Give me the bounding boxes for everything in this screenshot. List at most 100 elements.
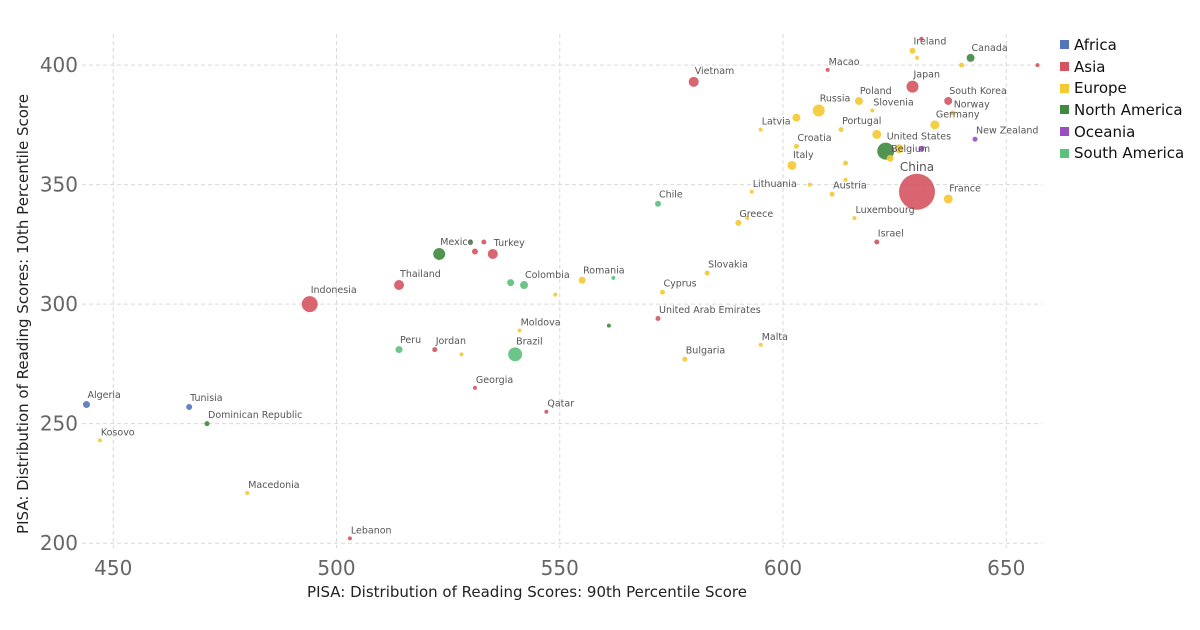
point-label: Luxembourg [855, 205, 914, 216]
point-label: Italy [793, 150, 814, 161]
data-point[interactable] [487, 248, 498, 259]
data-point[interactable] [944, 96, 953, 105]
data-point[interactable] [972, 136, 978, 142]
data-point[interactable] [943, 194, 953, 204]
legend-item[interactable]: Europe [1060, 77, 1200, 99]
data-point[interactable] [843, 177, 848, 182]
data-point[interactable] [394, 280, 405, 291]
data-point[interactable] [749, 189, 754, 194]
data-point[interactable] [843, 160, 849, 166]
data-point[interactable] [874, 239, 880, 245]
data-point[interactable] [852, 216, 857, 221]
data-point[interactable] [432, 347, 438, 353]
data-point[interactable] [688, 76, 699, 87]
point-label: Malta [762, 332, 788, 343]
data-point[interactable] [792, 113, 801, 122]
data-point[interactable] [745, 216, 750, 221]
data-point[interactable] [611, 275, 616, 280]
data-point[interactable] [204, 421, 210, 427]
data-point[interactable] [245, 491, 250, 496]
data-point[interactable] [793, 143, 799, 149]
data-point[interactable] [918, 145, 925, 152]
data-point[interactable] [787, 160, 797, 170]
data-point[interactable] [704, 270, 710, 276]
point-label: Lithuania [753, 179, 797, 190]
data-point[interactable] [829, 191, 835, 197]
data-point[interactable] [471, 248, 478, 255]
point-label: United States [887, 132, 951, 143]
data-point[interactable] [395, 346, 403, 354]
point-label: Japan [913, 70, 941, 81]
data-point[interactable] [898, 173, 935, 210]
point-label: Russia [820, 94, 851, 105]
data-point[interactable] [433, 247, 446, 260]
legend-label: Europe [1074, 79, 1127, 98]
data-point[interactable] [966, 53, 975, 62]
data-point[interactable] [508, 347, 523, 362]
data-point[interactable] [97, 438, 102, 443]
data-point[interactable] [735, 219, 742, 226]
point-label: Dominican Republic [208, 410, 302, 421]
data-point[interactable] [959, 62, 965, 68]
point-label: Latvia [762, 117, 791, 128]
y-tick-label: 200 [40, 531, 78, 555]
data-point[interactable] [507, 279, 515, 287]
grid-lines [82, 34, 1042, 548]
data-point[interactable] [870, 108, 875, 113]
legend-item[interactable]: South America [1060, 142, 1200, 164]
point-label: Canada [972, 43, 1008, 54]
point-label: South Korea [949, 86, 1007, 97]
data-point[interactable] [655, 200, 661, 207]
data-point[interactable] [812, 104, 825, 117]
data-point[interactable] [655, 315, 661, 321]
data-point[interactable] [930, 120, 940, 130]
data-point[interactable] [906, 80, 919, 93]
data-point[interactable] [838, 127, 844, 133]
data-point[interactable] [872, 129, 882, 139]
data-point[interactable] [544, 409, 549, 414]
y-tick-label: 350 [40, 173, 78, 197]
data-point[interactable] [894, 144, 904, 154]
point-label: New Zealand [976, 126, 1038, 137]
legend-label: Africa [1074, 35, 1117, 54]
y-tick-label: 400 [40, 53, 78, 77]
data-point[interactable] [520, 281, 529, 290]
data-point[interactable] [682, 356, 688, 362]
data-point[interactable] [919, 36, 924, 41]
data-point[interactable] [950, 110, 956, 116]
point-label: Cyprus [663, 279, 696, 290]
data-point[interactable] [914, 55, 919, 60]
data-point[interactable] [472, 385, 477, 390]
data-point[interactable] [578, 276, 586, 284]
data-point[interactable] [468, 239, 473, 244]
data-point[interactable] [459, 352, 464, 357]
data-point[interactable] [347, 536, 352, 541]
legend-item[interactable]: Africa [1060, 34, 1200, 56]
data-point[interactable] [606, 323, 611, 328]
legend-item[interactable]: Asia [1060, 56, 1200, 78]
data-point[interactable] [481, 239, 487, 245]
data-point[interactable] [807, 182, 812, 187]
data-point[interactable] [517, 328, 522, 333]
legend-swatch [1060, 62, 1069, 72]
data-point[interactable] [659, 289, 665, 295]
legend-label: South America [1074, 144, 1185, 163]
data-point[interactable] [82, 401, 90, 409]
data-point[interactable] [1035, 63, 1040, 68]
data-point[interactable] [301, 296, 318, 313]
point-label: Ireland [914, 37, 947, 48]
data-point[interactable] [553, 292, 558, 297]
legend-item[interactable]: Oceania [1060, 121, 1200, 143]
data-point[interactable] [886, 154, 894, 162]
data-point[interactable] [909, 47, 916, 54]
point-label: United Arab Emirates [659, 305, 761, 316]
data-point[interactable] [854, 96, 863, 105]
data-point[interactable] [758, 127, 763, 132]
point-label: Norway [954, 99, 990, 110]
point-labels: Algeria Tunisia Kosovo Dominican Republic Ma… [87, 37, 1038, 537]
legend-item[interactable]: North America [1060, 99, 1200, 121]
data-point[interactable] [758, 342, 763, 347]
point-label: Thailand [399, 269, 441, 280]
data-point[interactable] [825, 67, 830, 72]
data-point[interactable] [186, 403, 193, 410]
